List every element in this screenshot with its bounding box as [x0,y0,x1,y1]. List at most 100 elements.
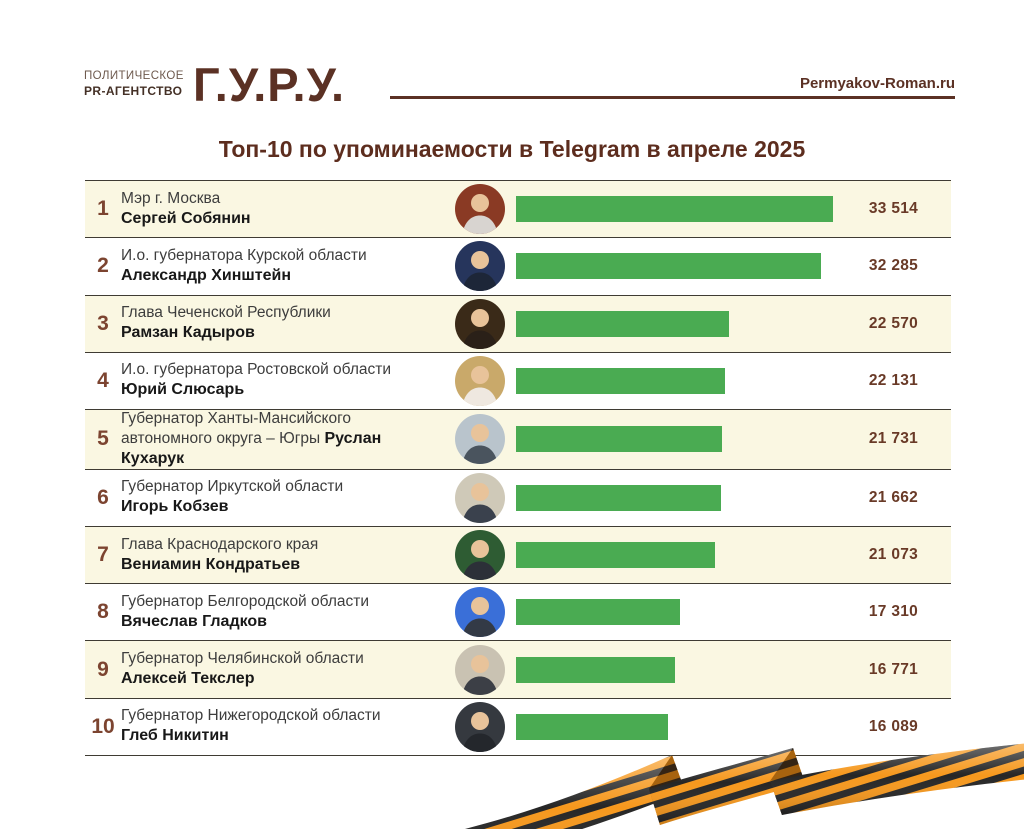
person-text: Губернатор Нижегородской области Глеб Ник… [121,707,421,746]
person-silhouette-icon [462,654,498,695]
bar-track [516,253,836,280]
person-text: Мэр г. Москва Сергей Собянин [121,190,421,229]
mention-count: 17 310 [868,603,919,621]
person-name: Рамзан Кадыров [121,324,255,342]
person-name: Юрий Слюсарь [121,381,245,399]
bar-track [516,310,836,337]
person-title: Губернатор Иркутской области [121,478,344,496]
site-link: Permyakov-Roman.ru [799,75,955,92]
person-name: Руслан Кухарук [121,429,382,467]
ranking-table: 1 Мэр г. Москва Сергей Собянин 33 514 2 И.о. … [85,180,951,756]
bar-track [516,196,836,223]
mention-count: 22 131 [868,371,919,389]
mention-count: 33 514 [868,200,919,218]
person-silhouette-icon [462,424,498,465]
table-row: 5 Губернатор Ханты-Мансийского автономног… [85,410,951,470]
rank-number: 7 [97,543,109,567]
person-title: Губернатор Челябинской области [121,650,364,668]
agency-line2: PR-АГЕНТСТВО [84,83,183,98]
mention-bar [516,310,729,337]
avatar [455,701,505,752]
person-name: Александр Хинштейн [121,266,291,284]
guru-logo: Г.У.Р.У. [193,58,346,111]
avatar-cell [421,472,516,523]
table-row: 9 Губернатор Челябинской области Алексей Т… [85,641,951,699]
avatar [455,298,505,349]
person-text: Губернатор Челябинской области Алексей Те… [121,650,421,689]
person-text: И.о. губернатора Курской области Александ… [121,247,421,286]
avatar [455,587,505,638]
person-silhouette-icon [462,540,498,581]
person-name: Игорь Кобзев [121,498,229,516]
table-row: 3 Глава Чеченской Республики Рамзан Кадыро… [85,295,951,353]
person-title: Глава Чеченской Республики [121,304,331,322]
mention-bar [516,367,725,394]
person-name: Алексей Текслер [121,670,255,688]
rank-number: 9 [97,657,109,681]
person-title: Глава Краснодарского края [121,535,319,553]
person-title: И.о. губернатора Ростовской области [121,361,392,379]
table-row: 10 Губернатор Нижегородской области Глеб Н… [85,698,951,756]
avatar-cell [421,414,516,465]
person-title: И.о. губернатора Курской области [121,246,367,264]
person-text: Глава Краснодарского края Вениамин Кондра… [121,536,421,575]
avatar-cell [421,355,516,406]
rank-number: 10 [91,714,115,738]
person-title: Мэр г. Москва [121,189,221,207]
mention-bar [516,656,675,683]
table-row: 2 И.о. губернатора Курской области Алексан… [85,238,951,296]
person-silhouette-icon [462,194,498,235]
mention-bar [516,196,833,223]
table-row: 1 Мэр г. Москва Сергей Собянин 33 514 [85,181,951,239]
avatar-cell [421,530,516,581]
mention-bar [516,426,722,453]
bar-track [516,599,836,626]
agency-line1: ПОЛИТИЧЕСКОЕ [84,70,184,82]
mention-count: 21 073 [868,546,919,564]
avatar-cell [421,241,516,292]
page-title: Топ-10 по упоминаемости в Telegram в апр… [218,136,806,162]
person-text: И.о. губернатора Ростовской области Юрий … [121,361,421,400]
table-row: 7 Глава Краснодарского края Вениамин Кондр… [85,526,951,585]
table-row: 6 Губернатор Иркутской области Игорь Кобзе… [85,469,951,527]
mention-count: 16 771 [868,660,919,678]
rank-number: 1 [97,197,109,221]
person-name: Вениамин Кондратьев [121,555,301,573]
avatar [455,530,505,581]
mention-count: 21 662 [868,488,919,506]
mention-bar [516,484,721,511]
person-text: Губернатор Белгородской области Вячеслав … [121,593,421,632]
rank-number: 8 [97,600,109,624]
mention-count: 32 285 [868,257,919,275]
person-title: Губернатор Белгородской области [121,592,369,610]
mention-bar [516,253,821,280]
agency-label: ПОЛИТИЧЕСКОЕ PR-АГЕНТСТВО [84,70,184,98]
mention-bar [516,599,680,626]
person-name: Вячеслав Гладков [121,612,268,630]
mention-count: 22 570 [868,314,919,332]
avatar-cell [421,298,516,349]
avatar-cell [421,701,516,752]
avatar [455,241,505,292]
person-silhouette-icon [462,711,498,752]
person-silhouette-icon [462,251,498,292]
avatar [455,644,505,695]
person-silhouette-icon [462,308,498,349]
avatar [455,355,505,406]
mention-count: 21 731 [868,430,919,448]
header-rule [390,96,955,99]
avatar-cell [421,184,516,235]
person-text: Глава Чеченской Республики Рамзан Кадыров [121,304,421,343]
bar-track [516,367,836,394]
rank-number: 3 [97,311,109,335]
avatar-cell [421,644,516,695]
bar-track [516,542,836,569]
bar-track [516,713,836,740]
mention-bar [516,542,715,569]
person-silhouette-icon [462,482,498,523]
person-title: Губернатор Ханты-Мансийского автономного… [121,410,352,447]
person-silhouette-icon [462,365,498,406]
table-row: 4 И.о. губернатора Ростовской области Юрий… [85,352,951,410]
bar-track [516,426,836,453]
avatar [455,472,505,523]
